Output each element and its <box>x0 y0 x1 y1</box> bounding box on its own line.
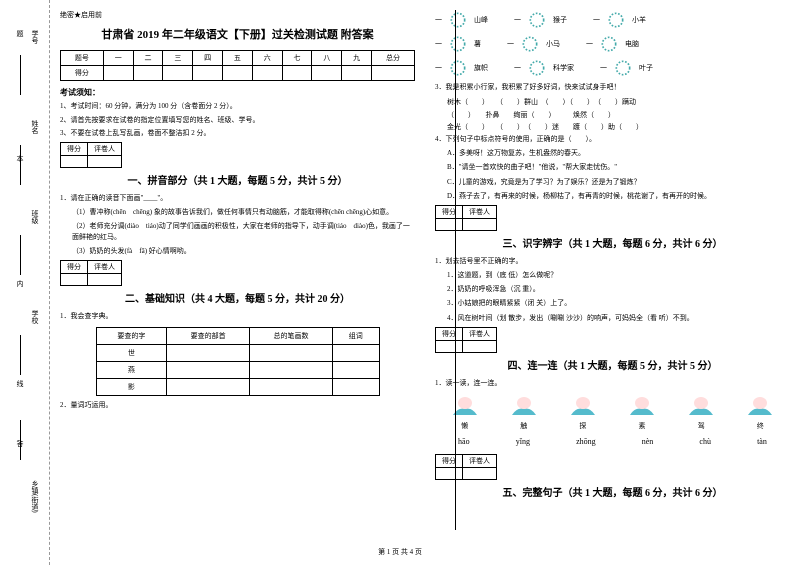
q2-4-opt: C．儿童的游戏，究竟是为了学习？为了娱乐？还是为了锻炼？ <box>435 177 790 188</box>
q1-line: （3）奶奶的头发(fà fā) 好心情啊哟。 <box>60 246 415 257</box>
gear-icon <box>527 10 547 30</box>
gear-icon <box>527 58 547 78</box>
lotus-item: 终 <box>745 395 775 431</box>
table-row: 世 <box>96 344 379 361</box>
scorer-box: 得分评卷人 <box>60 142 122 168</box>
q1-stem: 1．请在正确的读音下面画"____"。 <box>60 193 415 204</box>
secrecy-mark: 绝密★启用前 <box>60 10 415 20</box>
notes-title: 考试须知： <box>60 87 415 98</box>
lotus-icon <box>627 395 657 419</box>
q2-3-line: （ ） 扑鼻 绚丽（ ） 焕然（ ） <box>435 109 790 122</box>
sb-label-2: 班级 <box>30 210 40 224</box>
note-3: 3、不要在试卷上乱写乱画，卷面不整洁扣 2 分。 <box>60 128 415 139</box>
sb-mark-3: 线 <box>15 380 25 387</box>
lotus-item: 触 <box>509 395 539 431</box>
q3-stem: 1．划去括号里不正确的字。 <box>435 256 790 267</box>
page-content: 绝密★启用前 甘肃省 2019 年二年级语文【下册】过关检测试题 附答案 题号一… <box>60 10 790 505</box>
lotus-item: 驾 <box>686 395 716 431</box>
char-lookup-table: 要查的字要查的部首总的笔画数组词 世 燕 影 <box>96 327 380 396</box>
table-row: 得分 <box>61 66 415 81</box>
note-1: 1、考试时间：60 分钟，满分为 100 分（含卷面分 2 分）。 <box>60 101 415 112</box>
table-row: 燕 <box>96 361 379 378</box>
pinyin-row: hāo yǐng zhōng nèn chù tàn <box>435 437 790 446</box>
page-footer: 第 1 页 共 4 页 <box>0 547 800 557</box>
section-2-title: 二、基础知识（共 4 大题，每题 5 分，共计 20 分） <box>60 290 415 305</box>
lotus-item: 素 <box>627 395 657 431</box>
gear-icon <box>448 58 468 78</box>
sb-line <box>20 145 21 185</box>
lotus-item: 探 <box>568 395 598 431</box>
gear-row: 一 薯 一 小马 一 电脑 <box>435 34 790 54</box>
gear-icon <box>448 10 468 30</box>
q2-1-stem: 1．我会查字典。 <box>60 311 415 322</box>
q2-3-line: 树木（ ） （ ）群山 （ ）（ ） （ ）蹒动 <box>435 96 790 109</box>
section-1-title: 一、拼音部分（共 1 大题，每题 5 分，共计 5 分） <box>60 172 415 187</box>
sb-line <box>20 55 21 95</box>
left-column: 绝密★启用前 甘肃省 2019 年二年级语文【下册】过关检测试题 附答案 题号一… <box>60 10 415 505</box>
lotus-icon <box>745 395 775 419</box>
q3-line: 2．奶奶的呼吸浑急（沉 重）。 <box>435 284 790 295</box>
lotus-row: 懒 触 探 素 驾 终 <box>435 395 790 431</box>
gear-section: 一 山峰 一 猴子 一 小羊 一 薯 一 小马 一 电脑 <box>435 10 790 78</box>
right-column: 一 山峰 一 猴子 一 小羊 一 薯 一 小马 一 电脑 <box>435 10 790 505</box>
gear-icon <box>520 34 540 54</box>
q2-3-stem: 3．我是积累小行家，我积累了好多好词，快来试试身手吧！ <box>435 82 790 93</box>
scorer-box: 得分评卷人 <box>435 454 497 480</box>
q2-3-line: 金光（ ） （ ） （ ）迷 踱（ ）助（ ） <box>435 121 790 134</box>
q3-line: 1．这道题，到（底 低）怎么做呢？ <box>435 270 790 281</box>
sb-line <box>20 235 21 275</box>
gear-icon <box>448 34 468 54</box>
scorer-box: 得分评卷人 <box>435 205 497 231</box>
sb-label-4: 乡镇(街道) <box>30 480 40 513</box>
table-row: 要查的字要查的部首总的笔画数组词 <box>96 327 379 344</box>
lotus-icon <box>509 395 539 419</box>
q4-stem: 1．读一读，连一连。 <box>435 378 790 389</box>
exam-title: 甘肃省 2019 年二年级语文【下册】过关检测试题 附答案 <box>60 26 415 42</box>
section-4-title: 四、连一连（共 1 大题，每题 5 分，共计 5 分） <box>435 357 790 372</box>
q2-2-stem: 2．量词巧运用。 <box>60 400 415 411</box>
table-row: 题号一二三四五六七八九总分 <box>61 51 415 66</box>
q2-4-opt: B．"请坐一首欢快的曲子吧！"他说，"帮大家走忧伤。" <box>435 162 790 173</box>
gear-icon <box>613 58 633 78</box>
sb-line <box>20 335 21 375</box>
gear-row: 一 旗帜 一 科学家 一 叶子 <box>435 58 790 78</box>
lotus-icon <box>568 395 598 419</box>
section-3-title: 三、识字辨字（共 1 大题，每题 6 分，共计 6 分） <box>435 235 790 250</box>
sb-label-0: 学号 <box>30 30 40 44</box>
q2-4-opt: D．燕子去了，有再来的时候，杨柳枯了，有再青的时候，桃花谢了，有再开的时候。 <box>435 191 790 202</box>
sb-mark-4: 答 <box>15 440 25 447</box>
note-2: 2、请首先按要求在试卷的指定位置填写您的姓名、班级、学号。 <box>60 115 415 126</box>
gear-icon <box>599 34 619 54</box>
q2-4-stem: 4．下列句子中标点符号的使用，正确的是（ ）。 <box>435 134 790 145</box>
gear-icon <box>606 10 626 30</box>
binding-sidebar: 学号 题 姓名 本 班级 内 学校 线 答 乡镇(街道) <box>0 0 50 565</box>
sb-mark-2: 内 <box>15 280 25 287</box>
q1-line: （1）曹冲称(chēn chēng) 象的故事告诉我们，做任何事情只有动脑筋，才… <box>60 207 415 218</box>
lotus-icon <box>686 395 716 419</box>
table-row: 影 <box>96 378 379 395</box>
scorer-box: 得分评卷人 <box>60 260 122 286</box>
sb-label-1: 姓名 <box>30 120 40 134</box>
section-5-title: 五、完整句子（共 1 大题，每题 6 分，共计 6 分） <box>435 484 790 499</box>
q3-line: 3．小姑娘把的眼睛紧紧（闭 关）上了。 <box>435 298 790 309</box>
score-table: 题号一二三四五六七八九总分 得分 <box>60 50 415 81</box>
scorer-box: 得分评卷人 <box>435 327 497 353</box>
sb-mark-0: 题 <box>15 30 25 37</box>
column-divider <box>455 10 456 530</box>
gear-row: 一 山峰 一 猴子 一 小羊 <box>435 10 790 30</box>
q1-line: （2）老师充分调(diào tiáo)动了同学们画画的积极性，大家在老师的指导下… <box>60 221 415 243</box>
sb-label-3: 学校 <box>30 310 40 324</box>
q3-line: 4．风在树叶间（划 散步，发出（唰唰 沙沙）的响声，可妈妈全（看 听）不到。 <box>435 313 790 324</box>
q2-4-opt: A．多美呀！这万物复苏，生机盎然的春天。 <box>435 148 790 159</box>
